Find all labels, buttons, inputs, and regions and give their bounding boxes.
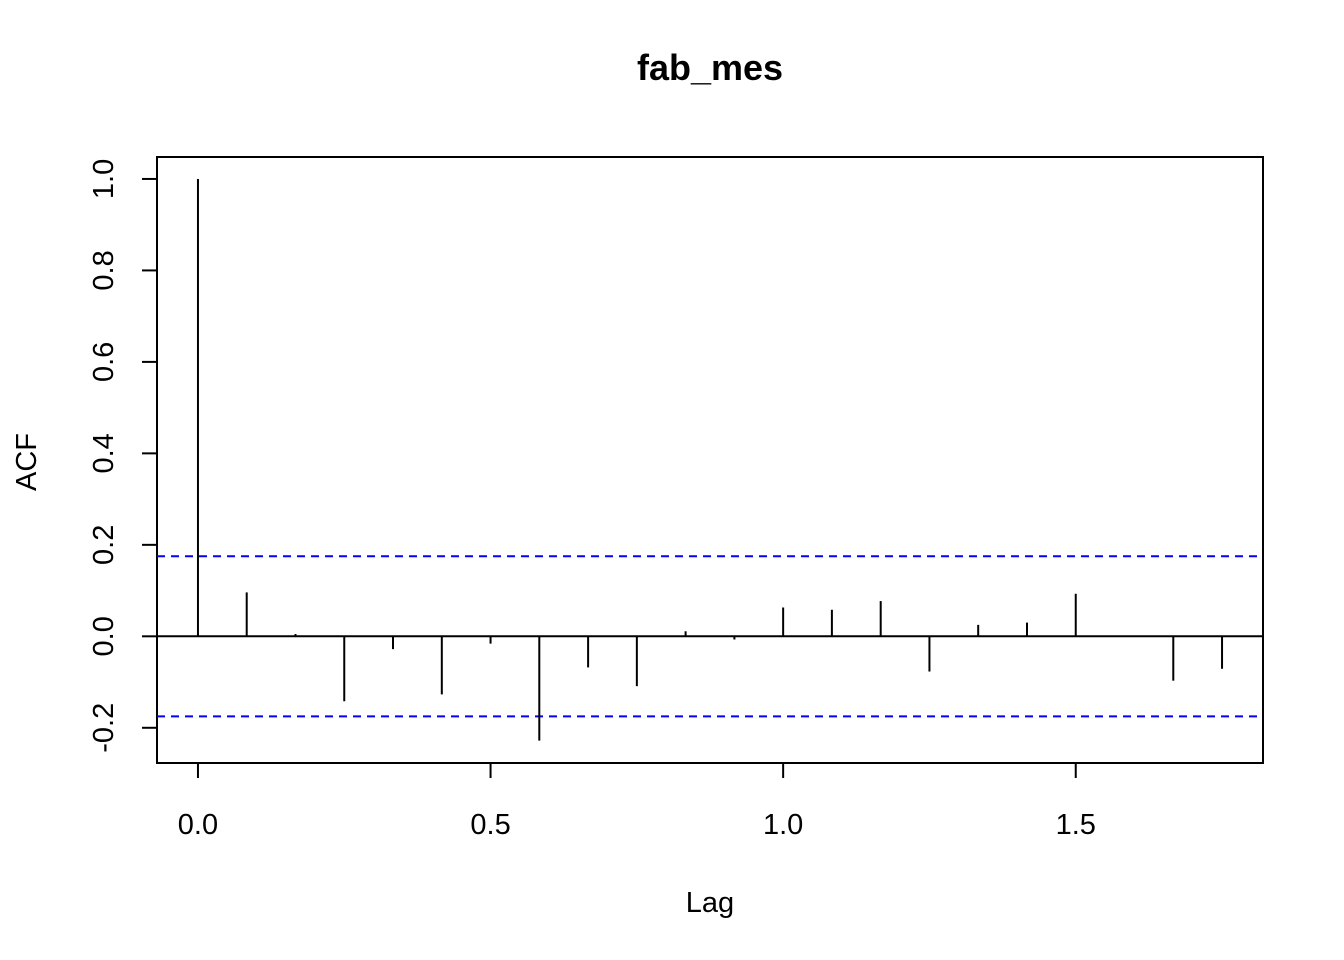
chart-title: fab_mes — [637, 47, 783, 88]
y-axis: -0.2 0.0 0.2 0.4 0.6 0.8 1.0 — [88, 159, 158, 753]
y-tick-label: 1.0 — [88, 159, 120, 199]
confidence-lines — [157, 555, 1263, 718]
x-axis: 0.0 0.5 1.0 1.5 — [178, 762, 1096, 841]
y-axis-title: ACF — [11, 433, 43, 491]
x-axis-title: Lag — [686, 887, 734, 919]
x-tick-label: 1.5 — [1056, 809, 1096, 841]
y-tick-label: 0.0 — [88, 616, 120, 656]
y-tick-label: -0.2 — [88, 703, 120, 753]
plot-frame — [156, 156, 1264, 764]
x-tick-label: 0.5 — [470, 809, 510, 841]
y-tick-label: 0.8 — [88, 250, 120, 290]
y-tick-label: 0.6 — [88, 342, 120, 382]
x-tick-label: 0.0 — [178, 809, 218, 841]
y-tick-label: 0.2 — [88, 525, 120, 565]
acf-bars — [196, 178, 1224, 741]
y-tick-label: 0.4 — [88, 433, 120, 473]
x-tick-label: 1.0 — [763, 809, 803, 841]
